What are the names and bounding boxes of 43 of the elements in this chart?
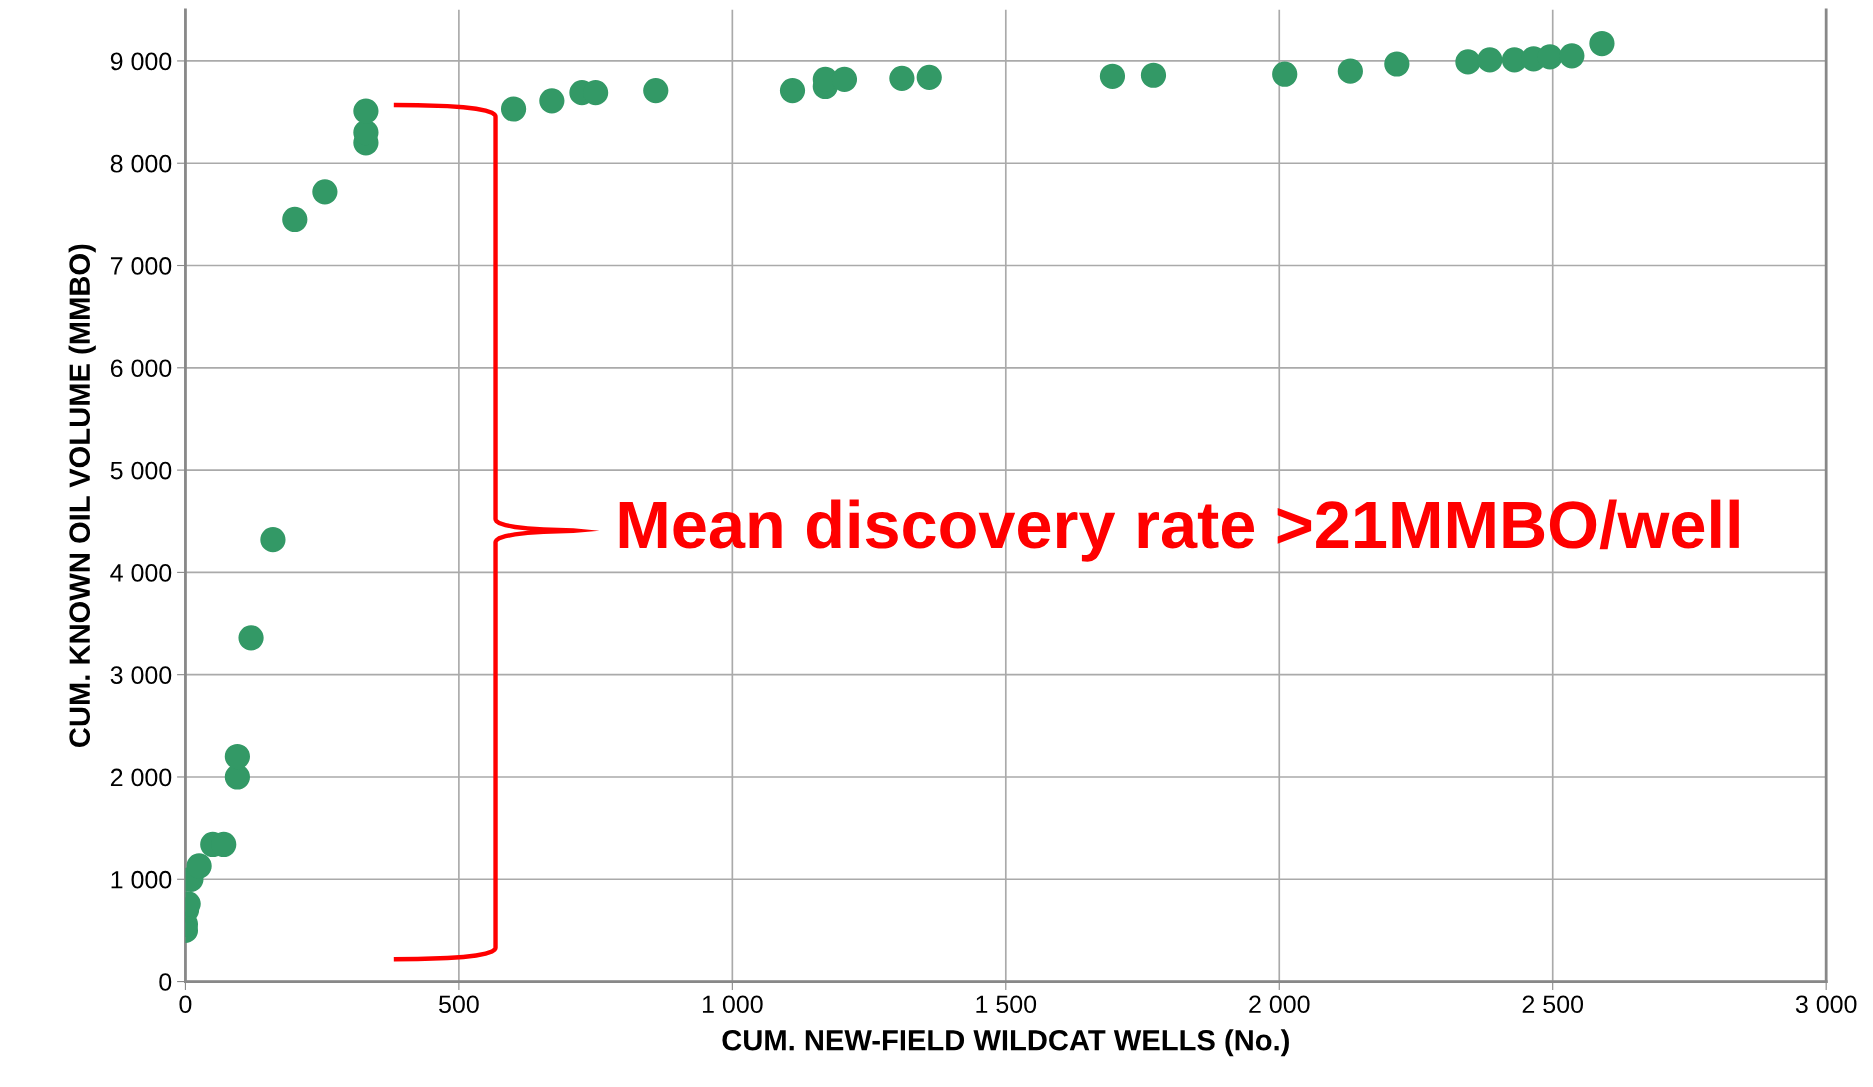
y-tick-label: 6 000 xyxy=(110,359,172,378)
x-tick-label: 1 500 xyxy=(976,995,1037,1014)
point xyxy=(224,743,250,770)
y-tick-label: 9 000 xyxy=(110,52,172,71)
y-tick-label: 5 000 xyxy=(110,461,172,480)
point xyxy=(312,179,338,205)
point xyxy=(779,77,806,104)
point xyxy=(1537,44,1563,70)
x-tick-label: 2 000 xyxy=(1249,995,1310,1014)
y-tick-label: 4 000 xyxy=(110,563,172,582)
x-tick-label: 0 xyxy=(179,995,192,1014)
y-axis-title: CUM. KNOWN OIL VOLUME (MMBO) xyxy=(68,244,96,747)
point xyxy=(260,527,286,553)
point xyxy=(1589,30,1615,57)
point xyxy=(1384,51,1410,77)
annotation: Mean discovery rate >21MMBO/well xyxy=(619,499,1739,562)
y-tick-label: 1 000 xyxy=(111,870,172,889)
x-axis-title: CUM. NEW-FIELD WILDCAT WELLS (No.) xyxy=(722,1029,1289,1057)
point xyxy=(1272,61,1298,87)
point xyxy=(500,96,527,122)
point xyxy=(916,64,942,90)
y-tick-label: 3 000 xyxy=(110,666,172,684)
point xyxy=(1140,62,1167,88)
x-tick-label: 2 500 xyxy=(1522,995,1584,1014)
x-tick-label: 1 000 xyxy=(702,995,763,1014)
point xyxy=(238,625,264,651)
point xyxy=(1099,63,1126,89)
x-tick-label: 500 xyxy=(439,995,479,1014)
point xyxy=(1559,43,1585,69)
y-tick-label: 2 000 xyxy=(110,768,172,787)
point xyxy=(353,98,379,124)
point xyxy=(643,77,669,104)
point xyxy=(539,88,565,114)
point xyxy=(186,853,212,879)
y-tick-label: 8 000 xyxy=(110,154,172,173)
y-tick-label: 7 000 xyxy=(110,257,172,275)
point xyxy=(1455,49,1481,75)
x-tick-label: 3 000 xyxy=(1795,995,1857,1014)
point xyxy=(1477,47,1503,73)
point xyxy=(282,206,308,233)
y-tick-label: 0 xyxy=(159,973,172,991)
point xyxy=(889,65,915,91)
point xyxy=(1337,58,1363,84)
